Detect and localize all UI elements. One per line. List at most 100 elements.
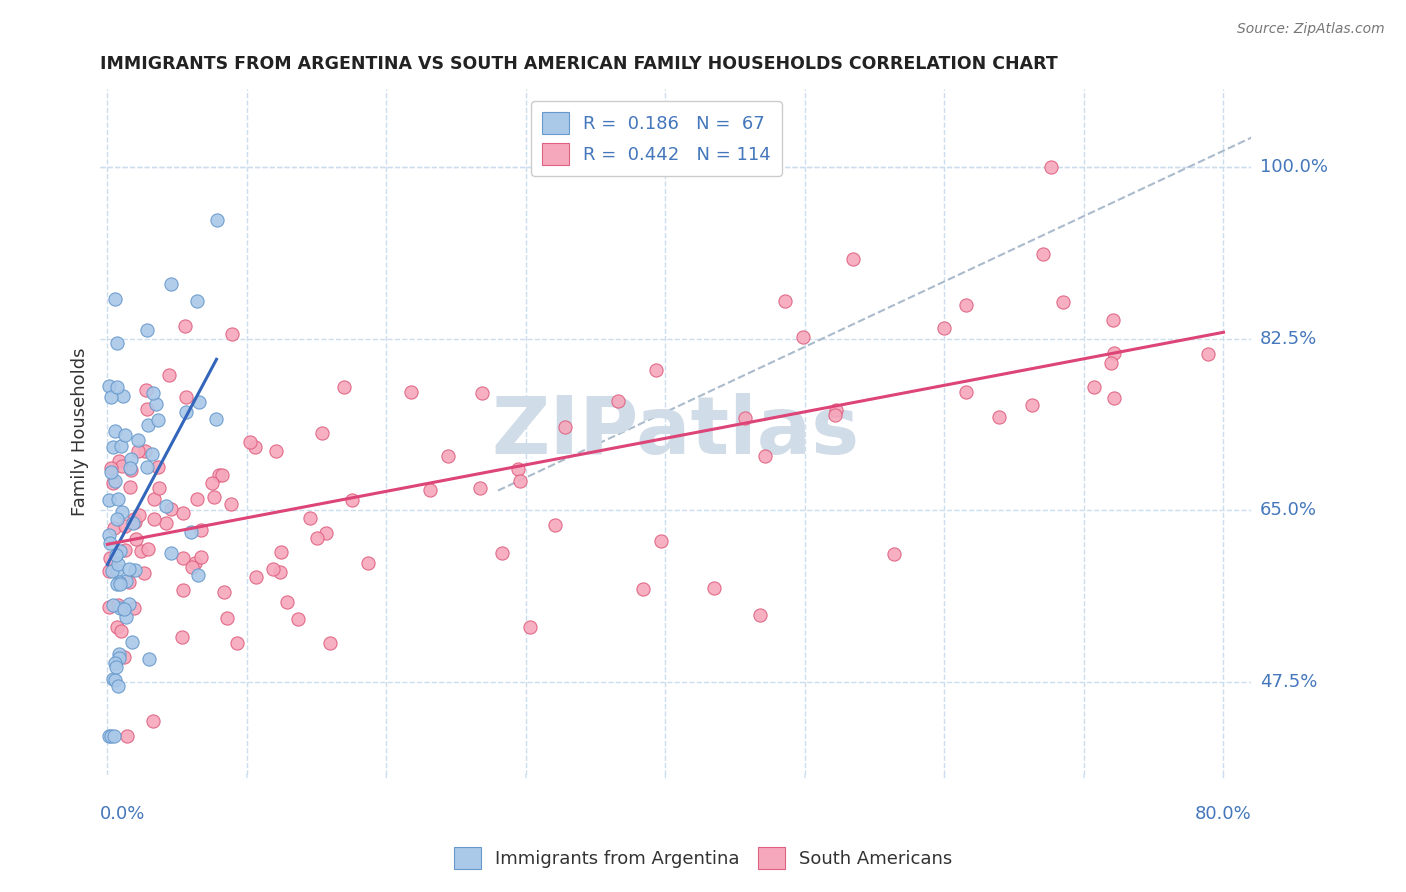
Point (125, 533, 148, 547)
Point (356, 556, 378, 570)
Point (269, 565, 291, 579)
Point (181, 559, 204, 574)
Point (932, 321, 955, 335)
Point (100, 729, 122, 743)
Point (121, 516, 143, 530)
Point (491, 545, 513, 559)
Text: 0.0%: 0.0% (100, 805, 146, 823)
Point (211, 467, 233, 482)
Point (97, 564, 120, 578)
Point (114, 518, 136, 533)
Point (107, 491, 129, 506)
Point (136, 418, 159, 433)
Point (287, 612, 309, 626)
Point (264, 444, 287, 458)
Point (98, 535, 121, 549)
Point (471, 386, 494, 401)
Point (1052, 295, 1074, 310)
Point (173, 319, 195, 334)
Point (276, 595, 298, 609)
Point (97, 492, 120, 507)
Point (180, 524, 202, 539)
Point (190, 523, 212, 537)
Point (187, 395, 209, 409)
Point (136, 542, 159, 557)
Point (98, 551, 121, 566)
Point (212, 585, 235, 599)
Point (340, 492, 363, 507)
Text: 65.0%: 65.0% (1260, 501, 1317, 519)
Point (105, 660, 128, 674)
Point (270, 544, 292, 558)
Text: 100.0%: 100.0% (1260, 158, 1327, 176)
Point (110, 624, 132, 638)
Point (108, 576, 131, 591)
Point (142, 714, 165, 728)
Point (105, 548, 128, 562)
Point (114, 543, 136, 558)
Point (97, 729, 120, 743)
Point (127, 444, 149, 458)
Legend: R =  0.186   N =  67, R =  0.442   N = 114: R = 0.186 N = 67, R = 0.442 N = 114 (531, 101, 782, 176)
Point (107, 574, 129, 589)
Point (155, 516, 177, 530)
Text: 82.5%: 82.5% (1260, 330, 1317, 348)
Point (111, 389, 134, 403)
Point (128, 508, 150, 522)
Point (97, 378, 120, 392)
Point (754, 449, 776, 463)
Point (159, 546, 181, 560)
Point (544, 517, 567, 532)
Point (136, 323, 159, 337)
Point (219, 497, 242, 511)
Point (101, 673, 124, 687)
Y-axis label: Family Households: Family Households (72, 348, 89, 516)
Point (262, 562, 284, 576)
Point (190, 549, 212, 564)
Point (111, 459, 134, 474)
Point (114, 427, 136, 442)
Text: 47.5%: 47.5% (1260, 673, 1317, 690)
Point (824, 403, 846, 417)
Point (842, 252, 865, 267)
Point (107, 598, 129, 612)
Point (103, 521, 125, 535)
Point (1032, 246, 1054, 260)
Point (135, 383, 157, 397)
Point (112, 602, 135, 616)
Point (107, 557, 129, 571)
Point (734, 410, 756, 425)
Point (172, 550, 194, 565)
Point (108, 601, 131, 615)
Point (104, 657, 127, 671)
Point (105, 512, 128, 526)
Point (100, 390, 122, 404)
Text: Source: ZipAtlas.com: Source: ZipAtlas.com (1237, 22, 1385, 37)
Point (509, 474, 531, 488)
Point (955, 385, 977, 400)
Point (883, 547, 905, 561)
Point (1083, 380, 1105, 394)
Point (100, 461, 122, 475)
Point (118, 461, 141, 475)
Point (136, 460, 159, 475)
Point (436, 449, 458, 463)
Point (606, 394, 628, 409)
Point (120, 462, 142, 476)
Point (399, 384, 422, 399)
Point (824, 408, 846, 422)
Point (239, 435, 262, 450)
Point (107, 380, 129, 394)
Point (987, 410, 1010, 425)
Point (101, 476, 124, 491)
Point (172, 582, 194, 597)
Point (506, 461, 529, 475)
Point (186, 491, 208, 506)
Point (315, 526, 337, 541)
Point (129, 544, 152, 558)
Text: 80.0%: 80.0% (1195, 805, 1251, 823)
Point (1021, 398, 1043, 412)
Point (792, 330, 814, 344)
Point (170, 630, 193, 644)
Point (519, 620, 541, 634)
